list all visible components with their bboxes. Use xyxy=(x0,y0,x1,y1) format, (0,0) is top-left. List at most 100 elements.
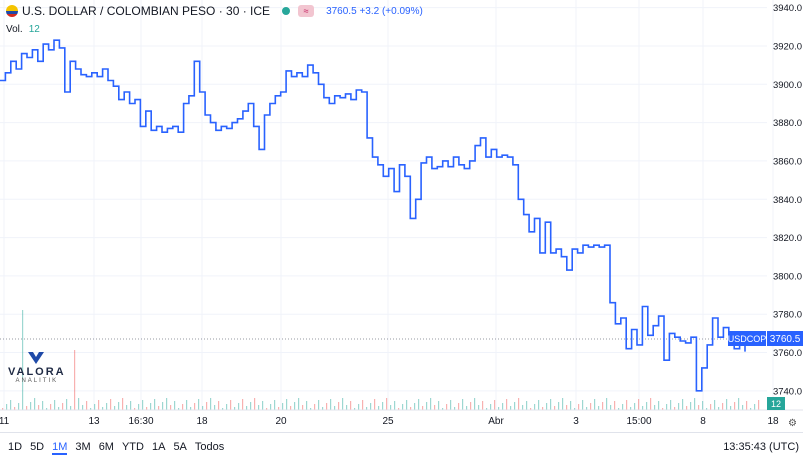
volume-bar xyxy=(670,400,672,410)
volume-bar xyxy=(326,403,328,410)
timeframe-5d[interactable]: 5D xyxy=(30,441,45,453)
volume-bar xyxy=(674,407,676,410)
volume-bar xyxy=(82,405,84,410)
volume-bar xyxy=(174,401,176,410)
price-tag-value: 3760.5 xyxy=(770,334,801,345)
volume-bar xyxy=(634,403,636,410)
volume-bar xyxy=(522,405,524,410)
volume-bar xyxy=(166,398,168,410)
volume-bar xyxy=(514,402,516,410)
timeframe-todos[interactable]: Todos xyxy=(194,441,225,453)
volume-bar xyxy=(366,407,368,410)
volume-bar xyxy=(734,402,736,410)
volume-bar xyxy=(250,402,252,410)
y-tick-label: 3860.0 xyxy=(773,156,802,167)
y-tick-label: 3920.0 xyxy=(773,41,802,52)
volume-bar xyxy=(74,350,76,410)
volume-bar xyxy=(102,407,104,410)
y-tick-label: 3940.0 xyxy=(773,3,802,14)
volume-bar xyxy=(154,399,156,410)
timeframe-1m[interactable]: 1M xyxy=(52,441,68,455)
volume-bar xyxy=(374,399,376,410)
price-tag-symbol-bg xyxy=(728,331,766,346)
volume-bar xyxy=(298,398,300,410)
volume-bar xyxy=(594,399,596,410)
volume-bar xyxy=(122,398,124,410)
volume-bar xyxy=(182,404,184,410)
volume-bar xyxy=(254,398,256,410)
volume-bar xyxy=(702,401,704,410)
volume-bar xyxy=(542,407,544,410)
y-tick-label: 3900.0 xyxy=(773,80,802,91)
timeframe-6m[interactable]: 6M xyxy=(98,441,114,453)
x-tick-label: 15:00 xyxy=(626,416,651,427)
volume-bar xyxy=(430,398,432,410)
series-line-usdcop xyxy=(0,39,746,392)
volume-bar xyxy=(198,399,200,410)
volume-bar xyxy=(202,406,204,410)
valora-logo-icon xyxy=(28,352,44,364)
volume-value: 12 xyxy=(28,24,40,35)
grid xyxy=(0,0,774,410)
header-price: 3760.5 +3.2 (+0.09%) xyxy=(326,6,423,17)
volume-bar xyxy=(146,407,148,410)
volume-bar xyxy=(130,401,132,410)
volume-bar xyxy=(22,310,24,410)
timeframe-1a[interactable]: 1A xyxy=(151,441,166,453)
volume-bar xyxy=(322,407,324,410)
volume-bar xyxy=(306,401,308,410)
volume-bar xyxy=(390,405,392,410)
symbol-title[interactable]: U.S. DOLLAR / COLOMBIAN PESO · 30 · ICE xyxy=(22,4,271,18)
delayed-badge: ≈ xyxy=(298,5,315,17)
volume-bar xyxy=(410,407,412,410)
clock: 13:35:43 (UTC) xyxy=(723,441,799,453)
timeframe-3m[interactable]: 3M xyxy=(75,441,91,453)
volume-bar xyxy=(494,400,496,410)
volume-bar xyxy=(490,404,492,410)
volume-bar xyxy=(578,404,580,410)
volume-bar xyxy=(90,408,92,410)
volume-bar xyxy=(534,404,536,410)
volume-bar xyxy=(754,404,756,410)
volume-bar xyxy=(26,406,28,410)
volume-bar xyxy=(354,408,356,410)
volume-bar xyxy=(346,405,348,410)
timeframe-5a[interactable]: 5A xyxy=(173,441,187,453)
volume-bar xyxy=(210,398,212,410)
volume-bar xyxy=(506,399,508,410)
timeframe-selector: 1D 5D 1M 3M 6M YTD 1A 5A Todos xyxy=(8,441,224,455)
volume-bar xyxy=(418,399,420,410)
volume-bar xyxy=(698,405,700,410)
chart-header: U.S. DOLLAR / COLOMBIAN PESO · 30 · ICE … xyxy=(6,4,423,18)
price-tag-symbol: USDCOP xyxy=(728,334,767,344)
y-tick-label: 3880.0 xyxy=(773,118,802,129)
volume-bar xyxy=(278,407,280,410)
volume-bar xyxy=(650,398,652,410)
header-price-change: +3.2 (+0.09%) xyxy=(359,5,423,17)
volume-bar xyxy=(370,403,372,410)
volume-bar xyxy=(570,401,572,410)
volume-bar xyxy=(2,408,4,410)
timeframe-1d[interactable]: 1D xyxy=(8,441,23,453)
y-tick-label: 3780.0 xyxy=(773,310,802,321)
volume-bars xyxy=(2,310,760,410)
flag-icon xyxy=(6,5,18,17)
x-axis: 11 13 16:30 18 20 25 Abr 3 15:00 8 18 xyxy=(0,409,803,427)
volume-bar xyxy=(482,401,484,410)
volume-bar xyxy=(258,405,260,410)
timeframe-ytd[interactable]: YTD xyxy=(121,441,144,453)
volume-bar xyxy=(726,399,728,410)
volume-bar xyxy=(446,404,448,410)
volume-bar xyxy=(610,405,612,410)
x-tick-label: 13 xyxy=(88,416,100,427)
volume-bar xyxy=(518,398,520,410)
volume-bar xyxy=(586,407,588,410)
volume-tag: 12 xyxy=(767,397,785,410)
volume-bar xyxy=(574,408,576,410)
settings-gear-icon[interactable]: ⚙ xyxy=(788,418,797,429)
volume-bar xyxy=(498,407,500,410)
y-axis: 3940.0 3920.0 3900.0 3880.0 3860.0 3840.0 3820… xyxy=(773,3,802,397)
volume-bar xyxy=(690,402,692,410)
volume-bar xyxy=(310,408,312,410)
